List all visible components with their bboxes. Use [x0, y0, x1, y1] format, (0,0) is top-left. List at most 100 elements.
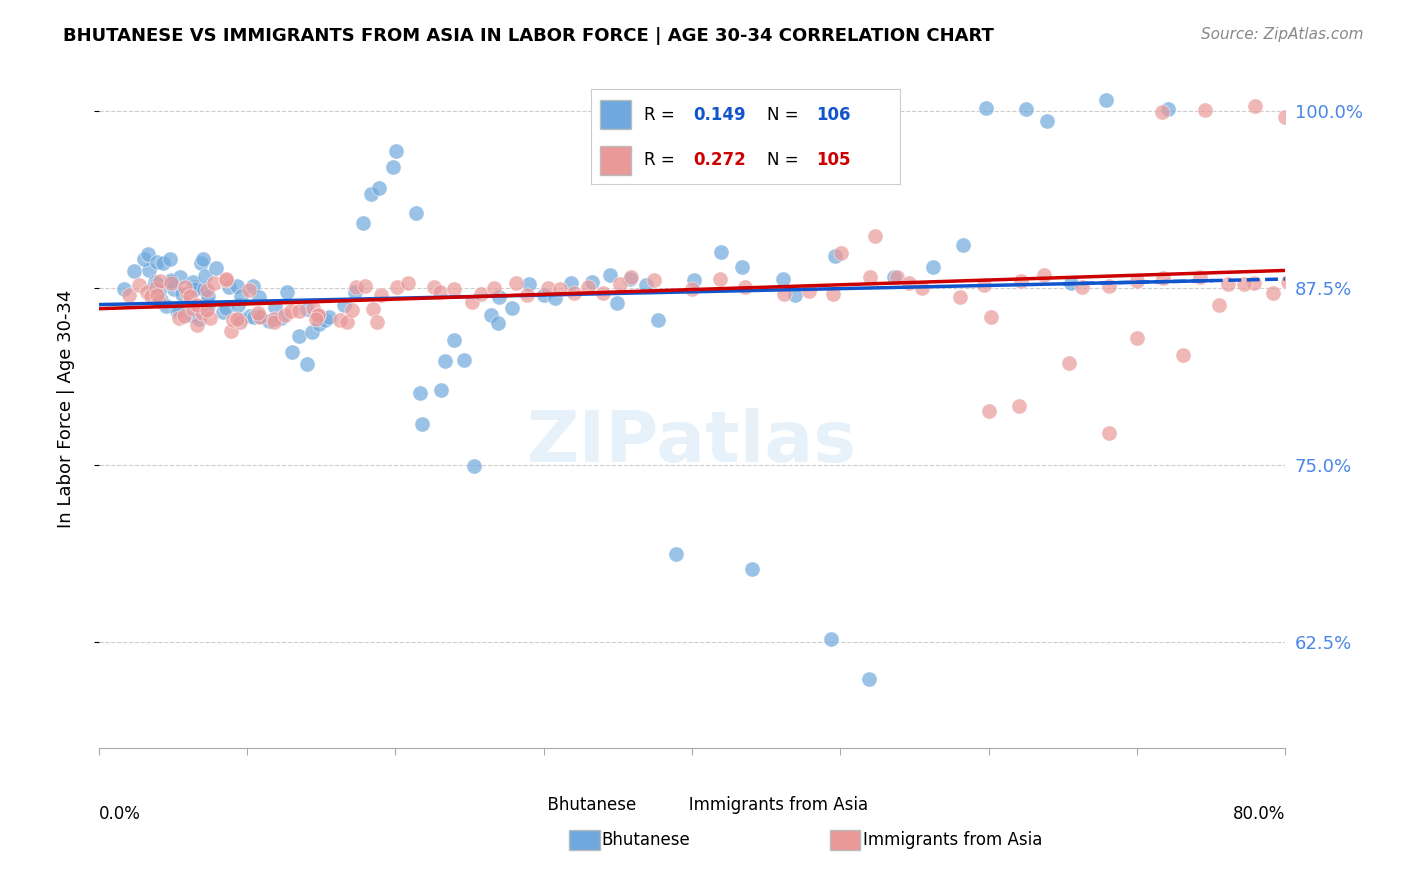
Point	[636, 278, 658, 293]
Point	[858, 269, 880, 284]
Point	[911, 281, 934, 295]
Point	[160, 277, 183, 291]
Y-axis label: In Labor Force | Age 30-34: In Labor Force | Age 30-34	[58, 289, 75, 527]
Point	[396, 277, 419, 291]
Point	[366, 315, 388, 329]
Point	[411, 417, 433, 432]
Point	[1057, 356, 1080, 370]
Point	[118, 288, 141, 302]
Point	[772, 272, 794, 286]
Point	[197, 299, 219, 313]
Point	[824, 249, 846, 263]
Point	[1150, 105, 1173, 120]
Point	[249, 310, 271, 324]
Text: ZIPatlas: ZIPatlas	[527, 408, 858, 477]
Point	[592, 285, 614, 300]
Point	[145, 280, 167, 294]
Point	[155, 299, 177, 313]
Point	[578, 280, 600, 294]
Point	[368, 181, 391, 195]
Point	[620, 269, 643, 284]
Point	[922, 260, 945, 274]
Point	[820, 632, 842, 646]
Point	[280, 304, 302, 318]
Point	[734, 279, 756, 293]
Text: Bhutanese          Immigrants from Asia: Bhutanese Immigrants from Asia	[516, 796, 868, 814]
Point	[385, 279, 408, 293]
Text: Source: ZipAtlas.com: Source: ZipAtlas.com	[1201, 27, 1364, 42]
Point	[1098, 425, 1121, 440]
Point	[307, 308, 329, 322]
Point	[537, 281, 560, 295]
Text: BHUTANESE VS IMMIGRANTS FROM ASIA IN LABOR FORCE | AGE 30-34 CORRELATION CHART: BHUTANESE VS IMMIGRANTS FROM ASIA IN LAB…	[63, 27, 994, 45]
Point	[1152, 271, 1174, 285]
Point	[1194, 103, 1216, 118]
Point	[136, 247, 159, 261]
Point	[463, 458, 485, 473]
Point	[581, 276, 603, 290]
Point	[214, 301, 236, 315]
Point	[821, 287, 844, 301]
Point	[430, 383, 453, 397]
Point	[143, 275, 166, 289]
Point	[1189, 269, 1212, 284]
Point	[548, 282, 571, 296]
Point	[228, 298, 250, 312]
Point	[1216, 277, 1239, 292]
Point	[193, 268, 215, 283]
Point	[1098, 278, 1121, 293]
Point	[830, 246, 852, 260]
Point	[222, 312, 245, 326]
Point	[434, 354, 457, 368]
Point	[560, 277, 582, 291]
Point	[405, 206, 427, 220]
Point	[215, 273, 238, 287]
Point	[354, 278, 377, 293]
Point	[797, 284, 820, 298]
Point	[173, 309, 195, 323]
Text: 0.0%: 0.0%	[98, 805, 141, 823]
Point	[370, 288, 392, 302]
Point	[197, 289, 219, 303]
Point	[484, 281, 506, 295]
Point	[307, 308, 329, 322]
Point	[195, 295, 218, 310]
Point	[647, 313, 669, 327]
Point	[318, 310, 340, 324]
Point	[145, 255, 167, 269]
Point	[295, 301, 318, 316]
Point	[183, 279, 205, 293]
Point	[169, 270, 191, 285]
Point	[308, 318, 330, 332]
Point	[176, 286, 198, 301]
Point	[709, 272, 731, 286]
Point	[858, 672, 880, 686]
Point	[159, 272, 181, 286]
Point	[731, 260, 754, 275]
Point	[288, 329, 311, 343]
Point	[773, 287, 796, 301]
Point	[142, 281, 165, 295]
Point	[314, 312, 336, 326]
Point	[239, 309, 262, 323]
Point	[280, 345, 302, 359]
Point	[408, 385, 430, 400]
Point	[1286, 255, 1309, 269]
Point	[423, 279, 446, 293]
Point	[785, 288, 807, 302]
Point	[135, 285, 157, 300]
Point	[186, 318, 208, 332]
Point	[180, 308, 202, 322]
Point	[302, 301, 325, 316]
Point	[167, 310, 190, 325]
Point	[148, 293, 170, 308]
Point	[443, 282, 465, 296]
Point	[1157, 102, 1180, 116]
Text: Bhutanese: Bhutanese	[602, 831, 690, 849]
Point	[1243, 277, 1265, 291]
Text: 80.0%: 80.0%	[1233, 805, 1285, 823]
Point	[461, 295, 484, 310]
Point	[305, 311, 328, 326]
Point	[1060, 277, 1083, 291]
Point	[544, 292, 567, 306]
